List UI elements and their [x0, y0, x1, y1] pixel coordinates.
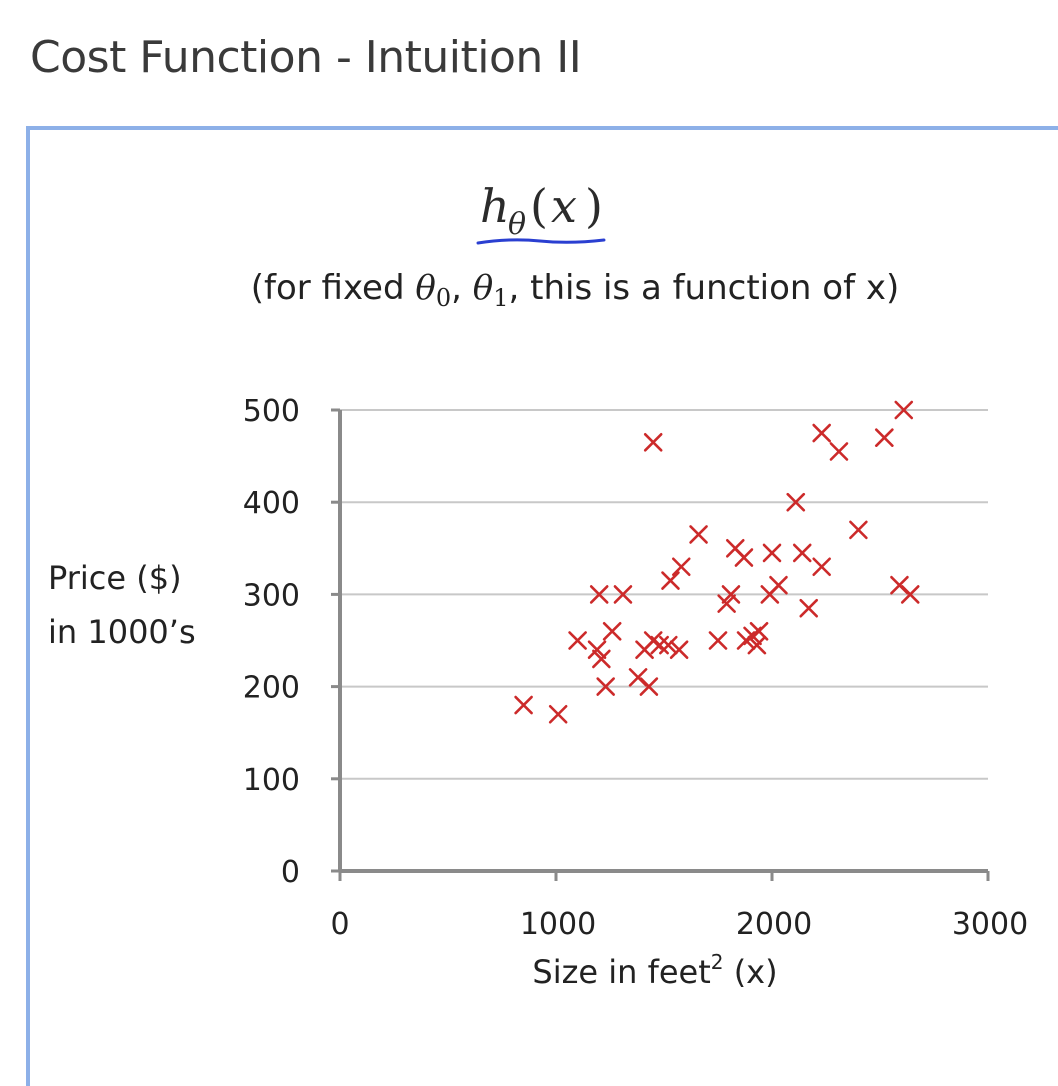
y-tick-label-0: 0	[281, 855, 300, 890]
x-tick-label-2000: 2000	[736, 907, 812, 942]
data-point	[596, 677, 615, 696]
grid-lines	[340, 409, 988, 780]
data-point	[900, 585, 920, 604]
data-point	[894, 400, 914, 420]
x-axis-label-tail: (x)	[724, 953, 778, 991]
y-tick-label-400: 400	[243, 486, 300, 521]
caption-comma: ,	[451, 268, 473, 308]
data-point	[721, 585, 741, 604]
page-title: Cost Function - Intuition II	[30, 32, 582, 83]
x-axis-label: Size in feet2 (x)	[532, 950, 777, 991]
formula-x: x	[551, 179, 577, 233]
figure-caption: (for fixed θ0, θ1, this is a function of…	[251, 268, 900, 312]
data-point	[592, 649, 611, 669]
x-axis-label-main: Size in feet	[532, 953, 710, 991]
data-point	[671, 557, 691, 577]
data-point	[661, 571, 680, 590]
data-point	[643, 432, 663, 452]
data-point	[639, 677, 659, 696]
data-point	[875, 428, 894, 447]
data-point	[587, 640, 607, 660]
caption-theta1: θ	[473, 268, 493, 308]
data-point	[568, 631, 587, 650]
y-axis-label-line1: Price ($)	[48, 559, 182, 597]
data-point	[762, 543, 782, 563]
formula-underline	[476, 238, 606, 245]
data-point	[799, 598, 819, 618]
y-tick-label-300: 300	[243, 578, 300, 613]
formula-open-paren: (	[530, 179, 548, 233]
data-point	[786, 492, 806, 512]
formula-h: h	[480, 179, 510, 233]
y-tick-label-200: 200	[243, 671, 300, 706]
data-point	[613, 585, 633, 604]
caption-sub0: 0	[436, 284, 451, 312]
formula-close-paren: )	[585, 179, 603, 233]
data-point	[659, 635, 678, 655]
data-points	[514, 400, 920, 724]
data-point	[749, 621, 769, 641]
tick-labels: 0 100 200 300 400 500 0 1000 2000 3000	[243, 394, 1028, 942]
caption-prefix: (for fixed	[251, 268, 416, 308]
data-point	[708, 631, 728, 650]
caption-sub1: 1	[493, 284, 508, 312]
x-tick-label-1000: 1000	[520, 907, 596, 942]
data-point	[812, 423, 831, 443]
y-tick-label-500: 500	[243, 394, 300, 429]
formula-theta: θ	[508, 207, 526, 242]
data-point	[589, 585, 609, 604]
data-point	[669, 640, 689, 660]
x-tick-label-0: 0	[330, 907, 349, 942]
data-point	[734, 548, 754, 567]
axes	[331, 408, 990, 881]
x-tick-label-3000: 3000	[952, 907, 1028, 942]
data-point	[812, 557, 831, 577]
data-point	[792, 543, 812, 563]
data-point	[602, 621, 622, 641]
x-axis-label-sup: 2	[711, 950, 724, 974]
caption-theta0: θ	[415, 268, 435, 308]
hypothesis-formula: h θ ( x )	[480, 179, 603, 242]
data-point	[769, 575, 788, 595]
data-point	[689, 525, 708, 544]
data-point	[650, 635, 669, 655]
data-point	[717, 594, 736, 613]
slide-frame	[26, 126, 1058, 1086]
caption-suffix: , this is a function of x)	[509, 268, 900, 308]
y-axis-label-line2: in 1000’s	[48, 613, 196, 651]
data-point	[849, 520, 868, 540]
y-tick-label-100: 100	[243, 763, 300, 798]
data-point	[829, 442, 849, 461]
data-point	[514, 695, 533, 715]
data-point	[548, 704, 568, 724]
